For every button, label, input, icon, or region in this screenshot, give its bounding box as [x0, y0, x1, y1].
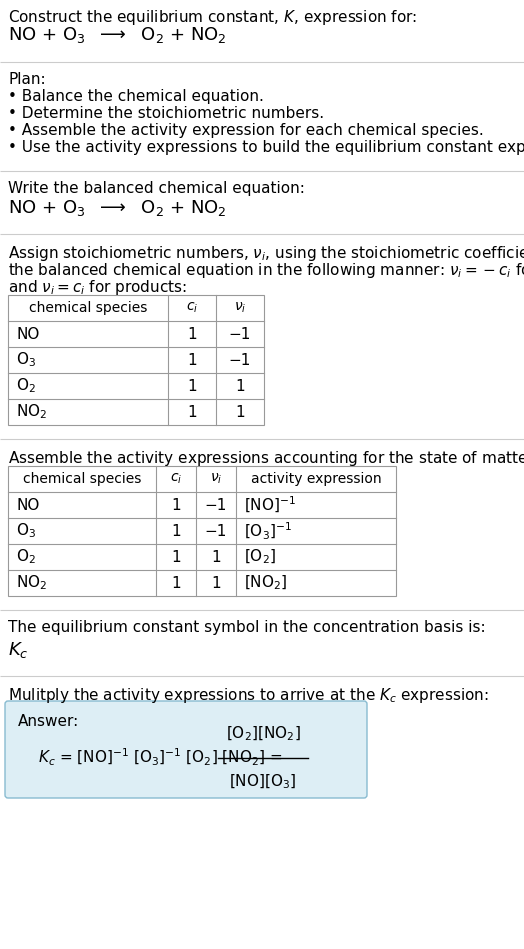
Bar — [8, 295, 264, 425]
Text: $\nu_i$: $\nu_i$ — [210, 472, 222, 486]
Text: 1: 1 — [171, 575, 181, 590]
Text: [O$_2$][NO$_2$]: [O$_2$][NO$_2$] — [226, 724, 300, 742]
Text: 1: 1 — [171, 497, 181, 512]
Text: Assign stoichiometric numbers, $\nu_i$, using the stoichiometric coefficients, $: Assign stoichiometric numbers, $\nu_i$, … — [8, 244, 524, 263]
Text: • Assemble the activity expression for each chemical species.: • Assemble the activity expression for e… — [8, 123, 484, 138]
Text: the balanced chemical equation in the following manner: $\nu_i = -c_i$ for react: the balanced chemical equation in the fo… — [8, 261, 524, 280]
Text: $c_i$: $c_i$ — [170, 472, 182, 486]
Text: O$_2$: O$_2$ — [16, 548, 36, 567]
Text: [O$_2$]: [O$_2$] — [244, 548, 276, 567]
Bar — [8, 466, 396, 596]
Text: O$_3$: O$_3$ — [16, 522, 36, 540]
Text: 1: 1 — [211, 549, 221, 565]
Text: 1: 1 — [235, 404, 245, 419]
Text: chemical species: chemical species — [29, 301, 147, 315]
Text: −1: −1 — [229, 352, 251, 367]
Text: Construct the equilibrium constant, $K$, expression for:: Construct the equilibrium constant, $K$,… — [8, 8, 417, 27]
Text: NO$_2$: NO$_2$ — [16, 402, 47, 421]
Text: [O$_3$]$^{-1}$: [O$_3$]$^{-1}$ — [244, 520, 292, 542]
Text: Mulitply the activity expressions to arrive at the $K_c$ expression:: Mulitply the activity expressions to arr… — [8, 686, 489, 705]
Text: • Balance the chemical equation.: • Balance the chemical equation. — [8, 89, 264, 104]
Text: O$_3$: O$_3$ — [16, 350, 36, 369]
Text: 1: 1 — [171, 524, 181, 538]
Text: Answer:: Answer: — [18, 714, 79, 729]
Text: 1: 1 — [187, 379, 197, 394]
Text: $K_c$ = [NO]$^{-1}$ [O$_3$]$^{-1}$ [O$_2$] [NO$_2$] =: $K_c$ = [NO]$^{-1}$ [O$_3$]$^{-1}$ [O$_2… — [38, 747, 282, 768]
Text: NO: NO — [16, 497, 39, 512]
Text: O$_2$: O$_2$ — [16, 377, 36, 396]
Text: Assemble the activity expressions accounting for the state of matter and $\nu_i$: Assemble the activity expressions accoun… — [8, 449, 524, 468]
Text: 1: 1 — [171, 549, 181, 565]
Text: chemical species: chemical species — [23, 472, 141, 486]
Text: 1: 1 — [187, 404, 197, 419]
Text: 1: 1 — [235, 379, 245, 394]
Text: [NO$_2$]: [NO$_2$] — [244, 574, 288, 592]
Text: −1: −1 — [205, 497, 227, 512]
Text: • Determine the stoichiometric numbers.: • Determine the stoichiometric numbers. — [8, 106, 324, 121]
Text: and $\nu_i = c_i$ for products:: and $\nu_i = c_i$ for products: — [8, 278, 187, 297]
Text: 1: 1 — [187, 326, 197, 342]
Text: NO: NO — [16, 326, 39, 342]
Text: NO$_2$: NO$_2$ — [16, 573, 47, 592]
Text: Plan:: Plan: — [8, 72, 46, 87]
Text: −1: −1 — [229, 326, 251, 342]
Text: [NO][O$_3$]: [NO][O$_3$] — [230, 772, 297, 791]
Text: NO + O$_3$  $\longrightarrow$  O$_2$ + NO$_2$: NO + O$_3$ $\longrightarrow$ O$_2$ + NO$… — [8, 198, 227, 218]
Text: $K_c$: $K_c$ — [8, 640, 29, 660]
Text: The equilibrium constant symbol in the concentration basis is:: The equilibrium constant symbol in the c… — [8, 620, 486, 635]
Text: activity expression: activity expression — [250, 472, 381, 486]
Text: NO + O$_3$  $\longrightarrow$  O$_2$ + NO$_2$: NO + O$_3$ $\longrightarrow$ O$_2$ + NO$… — [8, 25, 227, 45]
Text: 1: 1 — [211, 575, 221, 590]
FancyBboxPatch shape — [5, 701, 367, 798]
Text: −1: −1 — [205, 524, 227, 538]
Text: Write the balanced chemical equation:: Write the balanced chemical equation: — [8, 181, 305, 196]
Text: $c_i$: $c_i$ — [186, 301, 198, 315]
Text: $\nu_i$: $\nu_i$ — [234, 301, 246, 315]
Text: 1: 1 — [187, 352, 197, 367]
Text: • Use the activity expressions to build the equilibrium constant expression.: • Use the activity expressions to build … — [8, 140, 524, 155]
Text: [NO]$^{-1}$: [NO]$^{-1}$ — [244, 495, 296, 515]
